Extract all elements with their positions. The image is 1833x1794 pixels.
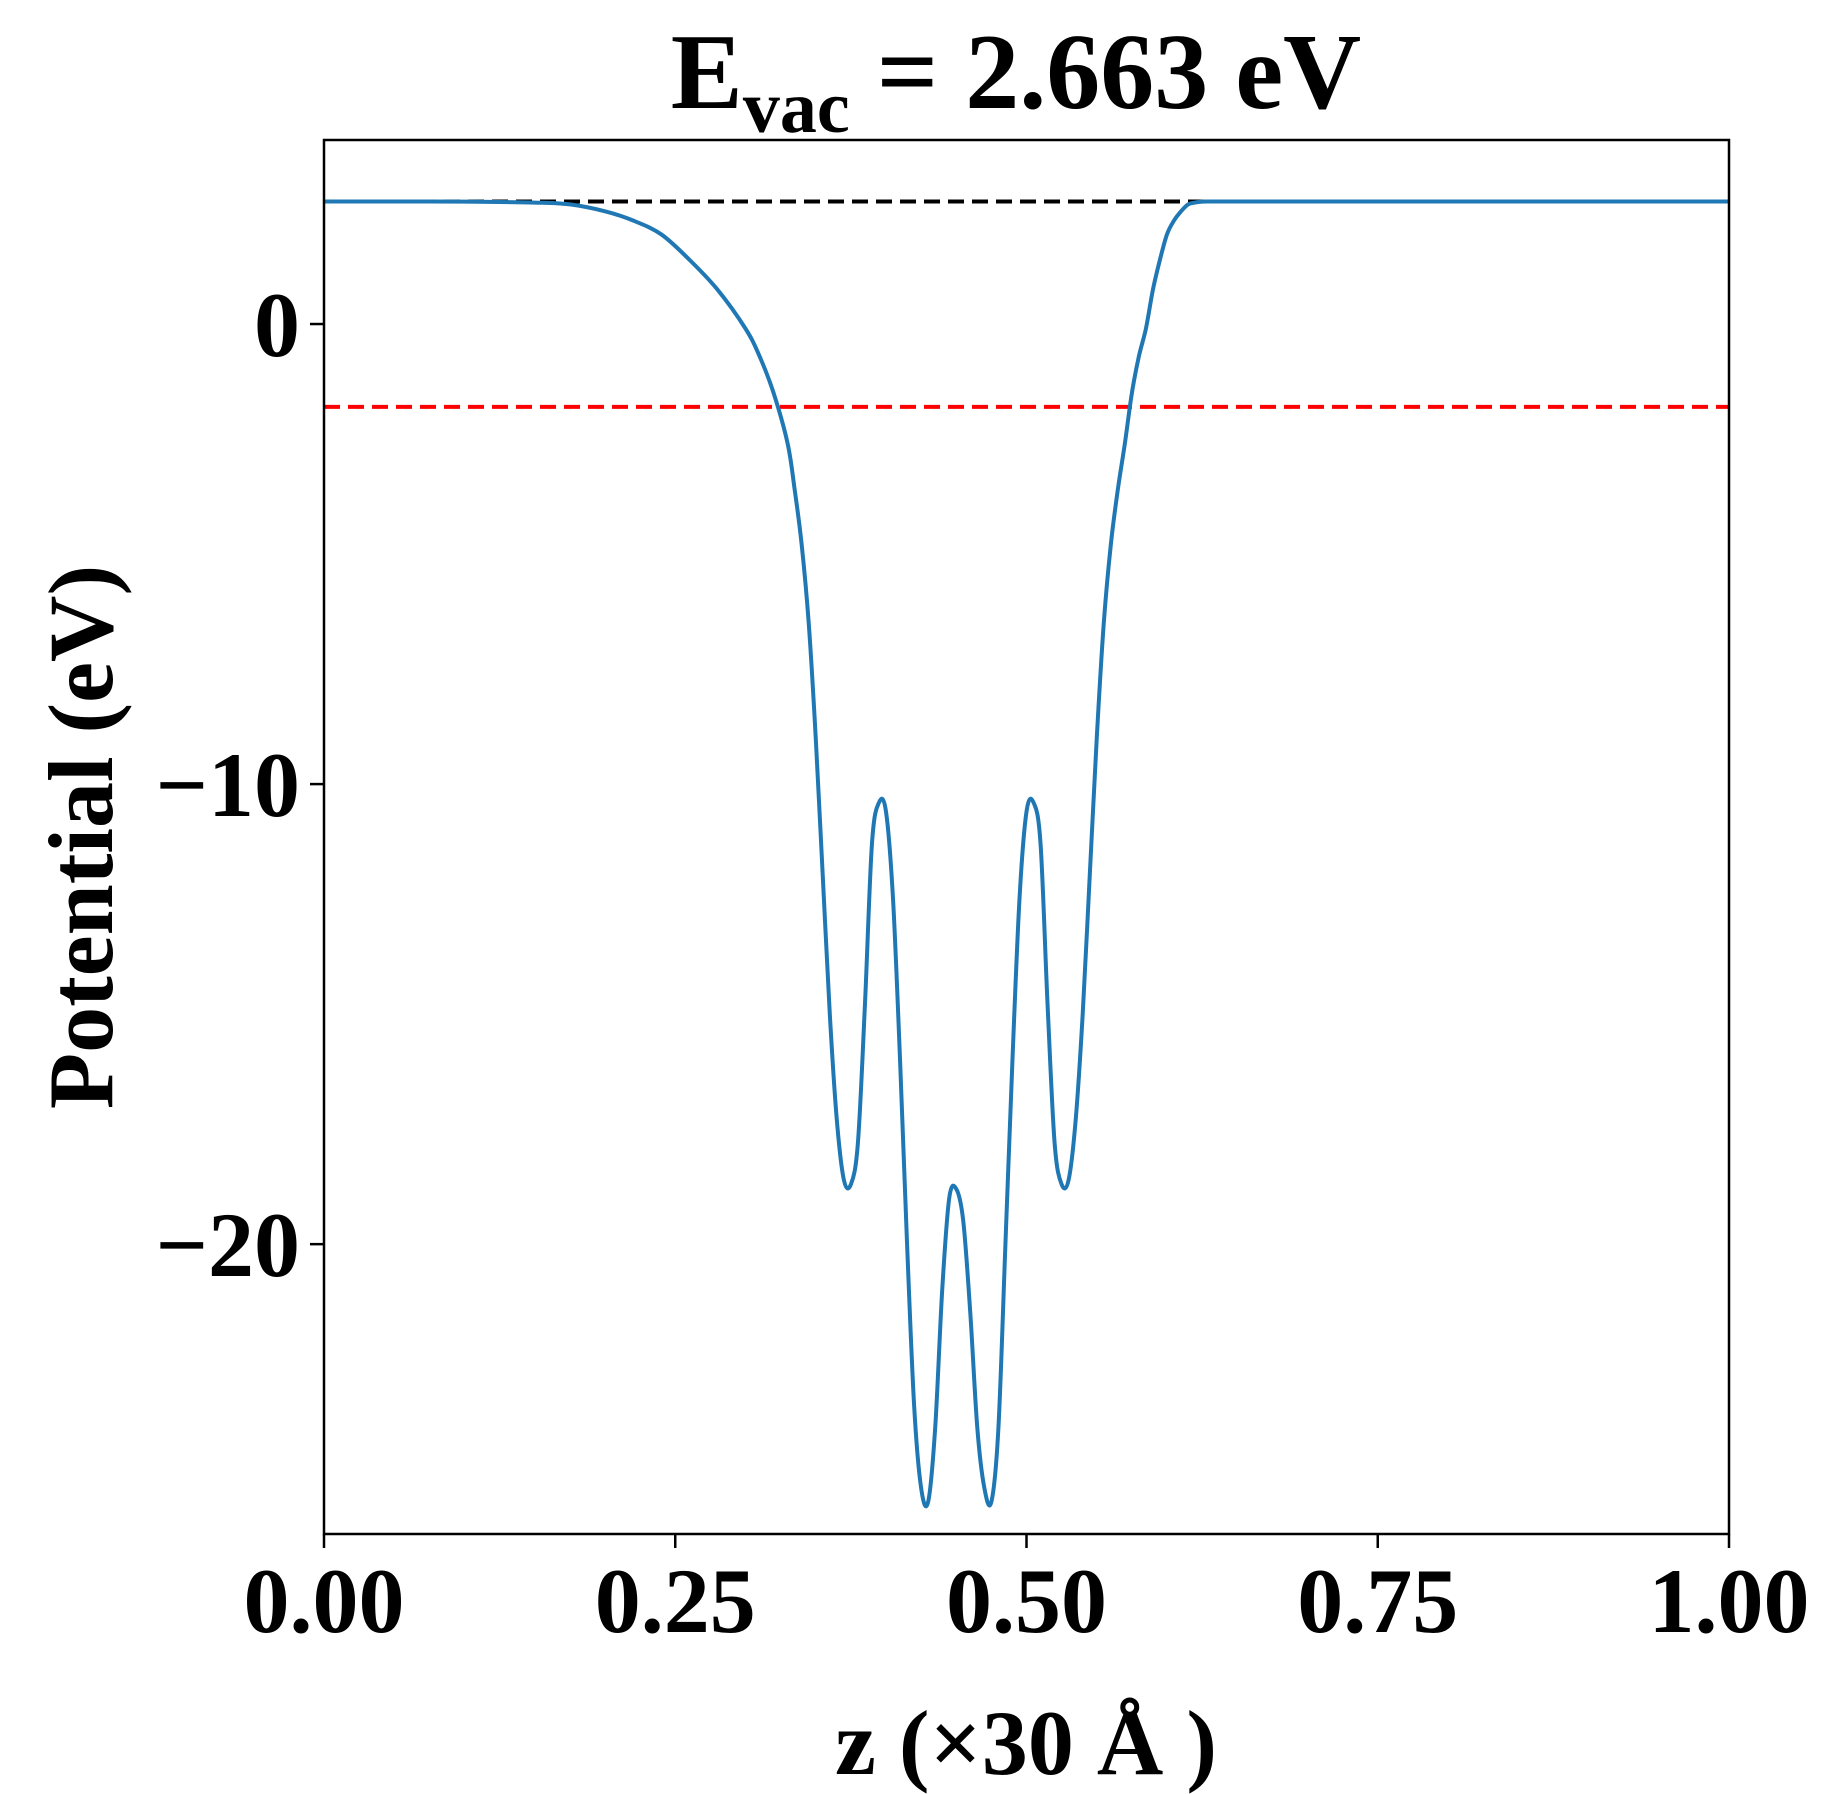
chart-title: Evac = 2.663 eV (671, 13, 1361, 149)
x-axis-ticks: 0.00 0.25 0.50 0.75 1.00 (244, 1534, 1810, 1652)
y-tick-label-1: −10 (156, 734, 300, 836)
title-main: E (671, 13, 743, 132)
x-tick-label-2: 0.50 (946, 1550, 1107, 1652)
y-tick-label-2: −20 (156, 1194, 300, 1296)
x-tick-label-4: 1.00 (1649, 1550, 1810, 1652)
x-tick-label-1: 0.25 (595, 1550, 756, 1652)
y-tick-label-0: 0 (254, 274, 300, 376)
y-axis-label: Potential (eV) (30, 565, 132, 1109)
reference-lines (324, 199, 1729, 409)
title-subscript: vac (743, 67, 850, 149)
x-tick-label-3: 0.75 (1297, 1550, 1458, 1652)
x-axis-label: z (×30 Å ) (835, 1692, 1217, 1794)
title-rest: = 2.663 eV (850, 13, 1361, 132)
series-layer (323, 199, 1729, 1509)
y-axis-ticks: 0 −10 −20 (156, 274, 324, 1296)
series-line-0 (323, 199, 1729, 1509)
x-tick-label-0: 0.00 (244, 1550, 405, 1652)
